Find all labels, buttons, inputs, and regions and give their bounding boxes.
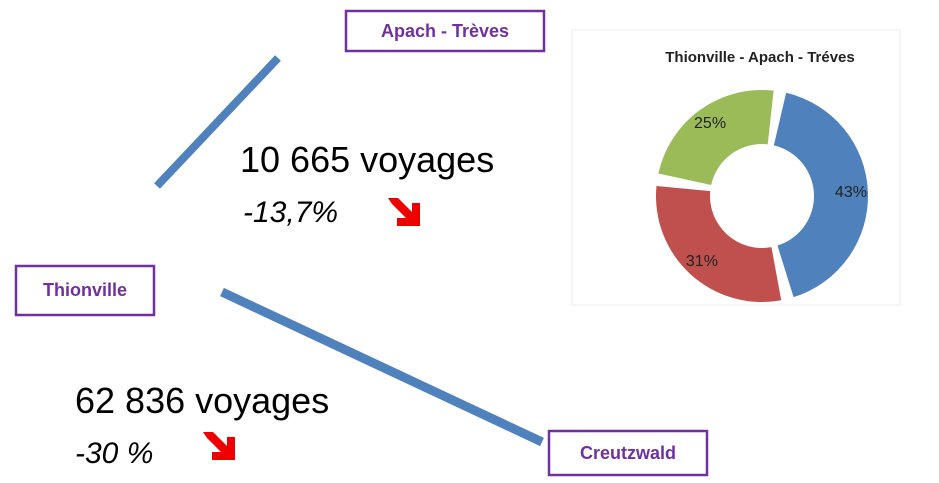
node-box: [344, 9, 546, 53]
down-arrow: [388, 198, 420, 226]
data-label: 31%: [686, 253, 718, 270]
donut-segment: [658, 90, 774, 185]
data-label: 25%: [694, 115, 726, 132]
data-label: 43%: [835, 184, 867, 201]
node-box: [14, 264, 156, 317]
node-label: Creutzwald: [580, 443, 676, 463]
down-arrow: [203, 432, 235, 460]
node-box: [547, 429, 709, 477]
route-line: [220, 287, 544, 447]
node-label: Apach - Trèves: [381, 21, 509, 41]
trips: 62 836 voyages: [75, 380, 329, 421]
trips: 10 665 voyages: [240, 139, 494, 180]
node-label: Thionville: [43, 280, 127, 300]
donut: 43% 31% 25%: [656, 90, 868, 302]
chart-title: Thionville - Apach - Tréves: [665, 49, 855, 66]
change: -13,7%: [243, 196, 338, 229]
donut-segment: [656, 186, 782, 302]
change: -30 %: [75, 437, 153, 470]
donut-segment: [773, 92, 868, 298]
route-line: [154, 55, 281, 189]
